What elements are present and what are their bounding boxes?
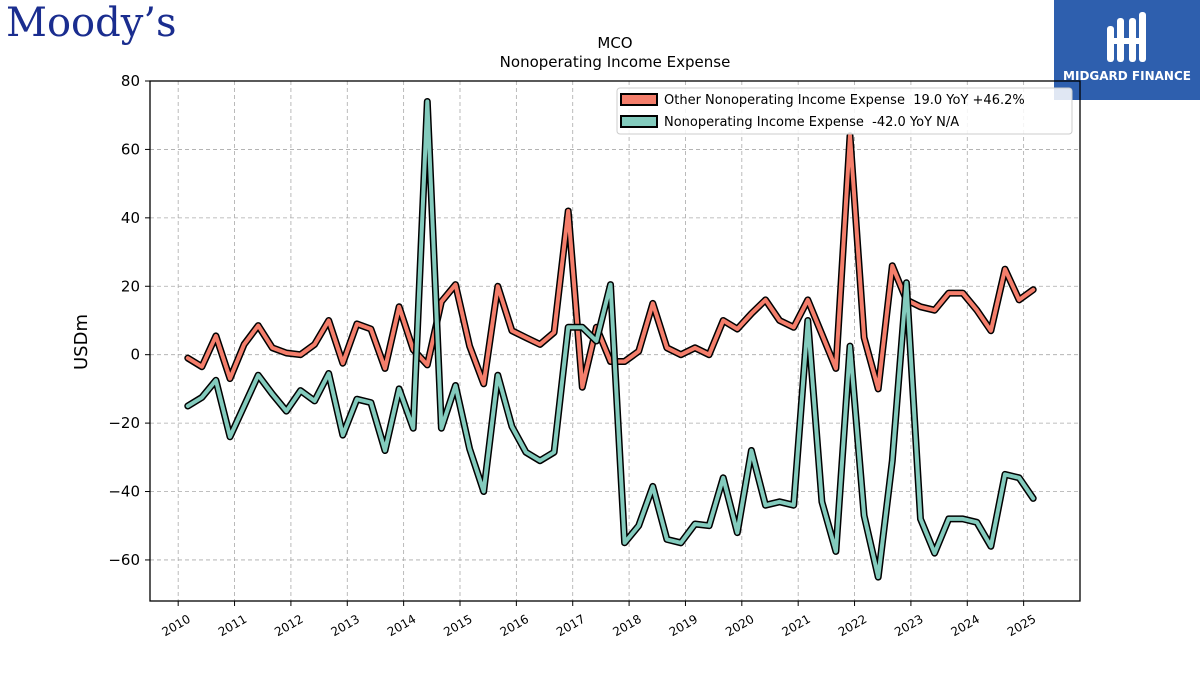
legend: Other Nonoperating Income Expense 19.0 Y…	[616, 87, 1073, 135]
x-tick-label: 2024	[949, 612, 982, 639]
x-tick-label: 2019	[667, 612, 700, 639]
midgard-finance-logo: MIDGARD FINANCE	[1054, 0, 1200, 100]
x-tick-label: 2025	[1005, 612, 1038, 639]
x-tick-label: 2011	[216, 612, 249, 639]
x-tick-label: 2010	[159, 612, 192, 639]
y-tick-label: −20	[108, 414, 140, 432]
x-tick-label: 2016	[498, 612, 531, 639]
y-tick-label: −60	[108, 551, 140, 569]
plot-frame	[149, 80, 1081, 602]
series-line-0	[185, 133, 1036, 391]
partner-name: MIDGARD FINANCE	[1063, 69, 1191, 83]
midgard-emblem-icon	[1107, 12, 1146, 62]
y-tick-label: 80	[121, 72, 140, 90]
y-tick-label: 40	[121, 209, 140, 227]
x-tick-label: 2013	[329, 612, 362, 639]
y-axis-label: USDm	[71, 314, 92, 370]
chart-title: MCO	[597, 34, 632, 52]
legend-label-nonop: Nonoperating Income Expense -42.0 YoY N/…	[664, 115, 959, 130]
x-tick-label: 2012	[272, 612, 305, 639]
y-axis-ticks: 80 60 40 20 0 −20 −40 −60	[108, 72, 150, 569]
x-tick-label: 2014	[385, 612, 418, 639]
legend-swatch-nonop	[620, 115, 658, 128]
legend-label-other: Other Nonoperating Income Expense 19.0 Y…	[664, 93, 1025, 108]
x-tick-label: 2023	[892, 612, 925, 639]
y-tick-label: 0	[130, 346, 140, 364]
x-tick-label: 2022	[836, 612, 869, 639]
legend-swatch-other	[620, 93, 658, 106]
x-tick-label: 2018	[610, 612, 643, 639]
chart-subtitle: Nonoperating Income Expense	[500, 53, 731, 71]
x-tick-label: 2015	[441, 612, 474, 639]
y-tick-label: 20	[121, 277, 140, 295]
legend-box	[616, 87, 1073, 135]
x-tick-label: 2020	[723, 612, 756, 639]
x-tick-label: 2021	[779, 612, 812, 639]
series-layer	[184, 98, 1037, 581]
x-axis-ticks: 2010 2011 2012 2013 2014 2015 2016 2017 2018 2019…	[159, 601, 1038, 639]
y-tick-label: 60	[121, 140, 140, 158]
moodys-logo: Moody’s	[6, 0, 177, 46]
x-tick-label: 2017	[554, 612, 587, 639]
y-tick-label: −40	[108, 483, 140, 501]
series-outline-0	[184, 132, 1037, 393]
series-line-1	[185, 99, 1036, 580]
